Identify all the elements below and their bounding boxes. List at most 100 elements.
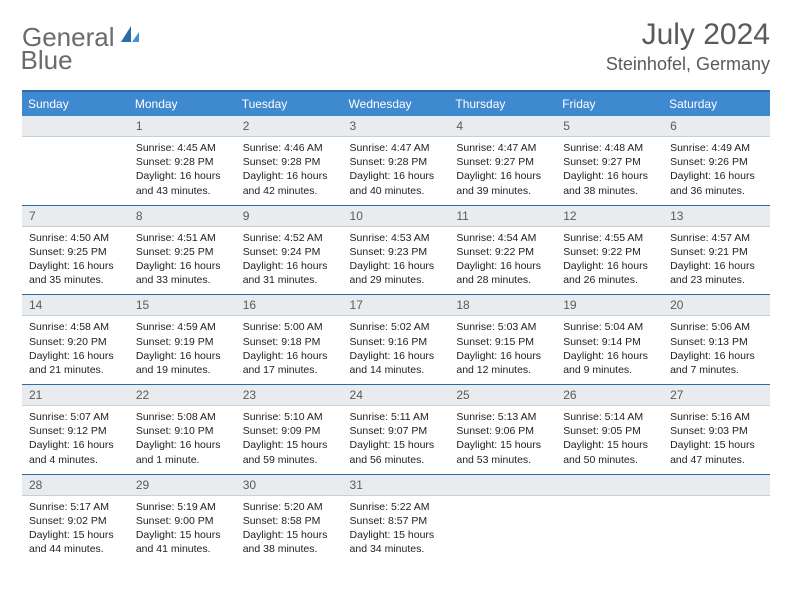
day-number-cell: 3 — [343, 116, 450, 137]
day-number: 17 — [344, 296, 449, 314]
day-content-cell: Sunrise: 5:22 AMSunset: 8:57 PMDaylight:… — [343, 495, 450, 563]
day-number: 21 — [23, 386, 128, 404]
day-number: 11 — [450, 207, 555, 225]
day-number-row: 123456 — [22, 116, 770, 137]
day-details: Sunrise: 4:53 AMSunset: 9:23 PMDaylight:… — [344, 228, 449, 294]
day-details: Sunrise: 5:19 AMSunset: 9:00 PMDaylight:… — [130, 497, 235, 563]
day-number: 25 — [450, 386, 555, 404]
day-content-cell: Sunrise: 4:48 AMSunset: 9:27 PMDaylight:… — [556, 137, 663, 206]
day-content-cell: Sunrise: 4:53 AMSunset: 9:23 PMDaylight:… — [343, 226, 450, 295]
day-content-cell — [22, 137, 129, 206]
day-number: 31 — [344, 476, 449, 494]
day-details: Sunrise: 4:58 AMSunset: 9:20 PMDaylight:… — [23, 317, 128, 383]
day-content-cell: Sunrise: 5:19 AMSunset: 9:00 PMDaylight:… — [129, 495, 236, 563]
day-content-cell — [556, 495, 663, 563]
day-details: Sunrise: 5:07 AMSunset: 9:12 PMDaylight:… — [23, 407, 128, 473]
day-content-cell: Sunrise: 4:50 AMSunset: 9:25 PMDaylight:… — [22, 226, 129, 295]
day-details: Sunrise: 4:59 AMSunset: 9:19 PMDaylight:… — [130, 317, 235, 383]
dow-thu: Thursday — [449, 91, 556, 116]
day-details: Sunrise: 4:49 AMSunset: 9:26 PMDaylight:… — [664, 138, 769, 204]
day-number: 29 — [130, 476, 235, 494]
day-number-cell: 21 — [22, 385, 129, 406]
day-number-cell: 13 — [663, 205, 770, 226]
calendar-table: Sunday Monday Tuesday Wednesday Thursday… — [22, 90, 770, 563]
day-number-cell: 1 — [129, 116, 236, 137]
day-details: Sunrise: 5:13 AMSunset: 9:06 PMDaylight:… — [450, 407, 555, 473]
day-number: 12 — [557, 207, 662, 225]
day-number: 8 — [130, 207, 235, 225]
day-details: Sunrise: 4:48 AMSunset: 9:27 PMDaylight:… — [557, 138, 662, 204]
day-content-cell: Sunrise: 4:52 AMSunset: 9:24 PMDaylight:… — [236, 226, 343, 295]
dow-sat: Saturday — [663, 91, 770, 116]
day-content-cell: Sunrise: 5:20 AMSunset: 8:58 PMDaylight:… — [236, 495, 343, 563]
day-content-cell: Sunrise: 4:57 AMSunset: 9:21 PMDaylight:… — [663, 226, 770, 295]
day-content-cell: Sunrise: 5:10 AMSunset: 9:09 PMDaylight:… — [236, 406, 343, 475]
day-content-row: Sunrise: 4:50 AMSunset: 9:25 PMDaylight:… — [22, 226, 770, 295]
day-number-cell: 12 — [556, 205, 663, 226]
day-number: 19 — [557, 296, 662, 314]
day-number-cell: 24 — [343, 385, 450, 406]
day-details: Sunrise: 4:50 AMSunset: 9:25 PMDaylight:… — [23, 228, 128, 294]
day-content-cell: Sunrise: 5:04 AMSunset: 9:14 PMDaylight:… — [556, 316, 663, 385]
dow-fri: Friday — [556, 91, 663, 116]
day-details: Sunrise: 5:08 AMSunset: 9:10 PMDaylight:… — [130, 407, 235, 473]
day-number-cell: 4 — [449, 116, 556, 137]
day-number-cell: 25 — [449, 385, 556, 406]
day-number-cell — [449, 474, 556, 495]
day-number-row: 78910111213 — [22, 205, 770, 226]
day-number: 9 — [237, 207, 342, 225]
day-number: 20 — [664, 296, 769, 314]
day-details: Sunrise: 4:46 AMSunset: 9:28 PMDaylight:… — [237, 138, 342, 204]
day-details: Sunrise: 4:47 AMSunset: 9:27 PMDaylight:… — [450, 138, 555, 204]
day-content-row: Sunrise: 5:17 AMSunset: 9:02 PMDaylight:… — [22, 495, 770, 563]
day-number-cell: 30 — [236, 474, 343, 495]
day-number: 1 — [130, 117, 235, 135]
day-details: Sunrise: 4:55 AMSunset: 9:22 PMDaylight:… — [557, 228, 662, 294]
day-number: 26 — [557, 386, 662, 404]
day-details: Sunrise: 5:06 AMSunset: 9:13 PMDaylight:… — [664, 317, 769, 383]
day-details: Sunrise: 5:14 AMSunset: 9:05 PMDaylight:… — [557, 407, 662, 473]
day-content-cell: Sunrise: 4:49 AMSunset: 9:26 PMDaylight:… — [663, 137, 770, 206]
day-number-cell: 6 — [663, 116, 770, 137]
day-number: 27 — [664, 386, 769, 404]
day-number-cell: 18 — [449, 295, 556, 316]
day-details: Sunrise: 4:57 AMSunset: 9:21 PMDaylight:… — [664, 228, 769, 294]
day-details: Sunrise: 5:16 AMSunset: 9:03 PMDaylight:… — [664, 407, 769, 473]
day-number: 30 — [237, 476, 342, 494]
day-number-cell — [663, 474, 770, 495]
day-number: 28 — [23, 476, 128, 494]
day-content-cell — [663, 495, 770, 563]
day-content-cell: Sunrise: 5:16 AMSunset: 9:03 PMDaylight:… — [663, 406, 770, 475]
day-content-cell: Sunrise: 5:07 AMSunset: 9:12 PMDaylight:… — [22, 406, 129, 475]
day-content-cell: Sunrise: 4:55 AMSunset: 9:22 PMDaylight:… — [556, 226, 663, 295]
dow-sun: Sunday — [22, 91, 129, 116]
day-details: Sunrise: 5:00 AMSunset: 9:18 PMDaylight:… — [237, 317, 342, 383]
day-number: 10 — [344, 207, 449, 225]
day-number-cell: 29 — [129, 474, 236, 495]
day-content-row: Sunrise: 4:45 AMSunset: 9:28 PMDaylight:… — [22, 137, 770, 206]
day-number-cell: 23 — [236, 385, 343, 406]
day-details: Sunrise: 4:54 AMSunset: 9:22 PMDaylight:… — [450, 228, 555, 294]
day-number-cell: 2 — [236, 116, 343, 137]
day-details: Sunrise: 5:03 AMSunset: 9:15 PMDaylight:… — [450, 317, 555, 383]
day-content-cell: Sunrise: 4:58 AMSunset: 9:20 PMDaylight:… — [22, 316, 129, 385]
day-content-cell: Sunrise: 5:08 AMSunset: 9:10 PMDaylight:… — [129, 406, 236, 475]
day-number: 23 — [237, 386, 342, 404]
day-details: Sunrise: 5:04 AMSunset: 9:14 PMDaylight:… — [557, 317, 662, 383]
day-details: Sunrise: 5:11 AMSunset: 9:07 PMDaylight:… — [344, 407, 449, 473]
day-content-row: Sunrise: 5:07 AMSunset: 9:12 PMDaylight:… — [22, 406, 770, 475]
day-number-cell: 20 — [663, 295, 770, 316]
logo-word-2: Blue — [21, 45, 73, 76]
day-content-cell: Sunrise: 5:13 AMSunset: 9:06 PMDaylight:… — [449, 406, 556, 475]
day-content-cell: Sunrise: 4:51 AMSunset: 9:25 PMDaylight:… — [129, 226, 236, 295]
day-details: Sunrise: 5:20 AMSunset: 8:58 PMDaylight:… — [237, 497, 342, 563]
day-number: 6 — [664, 117, 769, 135]
day-number: 4 — [450, 117, 555, 135]
day-content-cell: Sunrise: 5:17 AMSunset: 9:02 PMDaylight:… — [22, 495, 129, 563]
day-number: 7 — [23, 207, 128, 225]
day-details: Sunrise: 5:17 AMSunset: 9:02 PMDaylight:… — [23, 497, 128, 563]
day-number-cell: 17 — [343, 295, 450, 316]
day-number: 15 — [130, 296, 235, 314]
day-number-cell — [556, 474, 663, 495]
day-number-cell: 31 — [343, 474, 450, 495]
